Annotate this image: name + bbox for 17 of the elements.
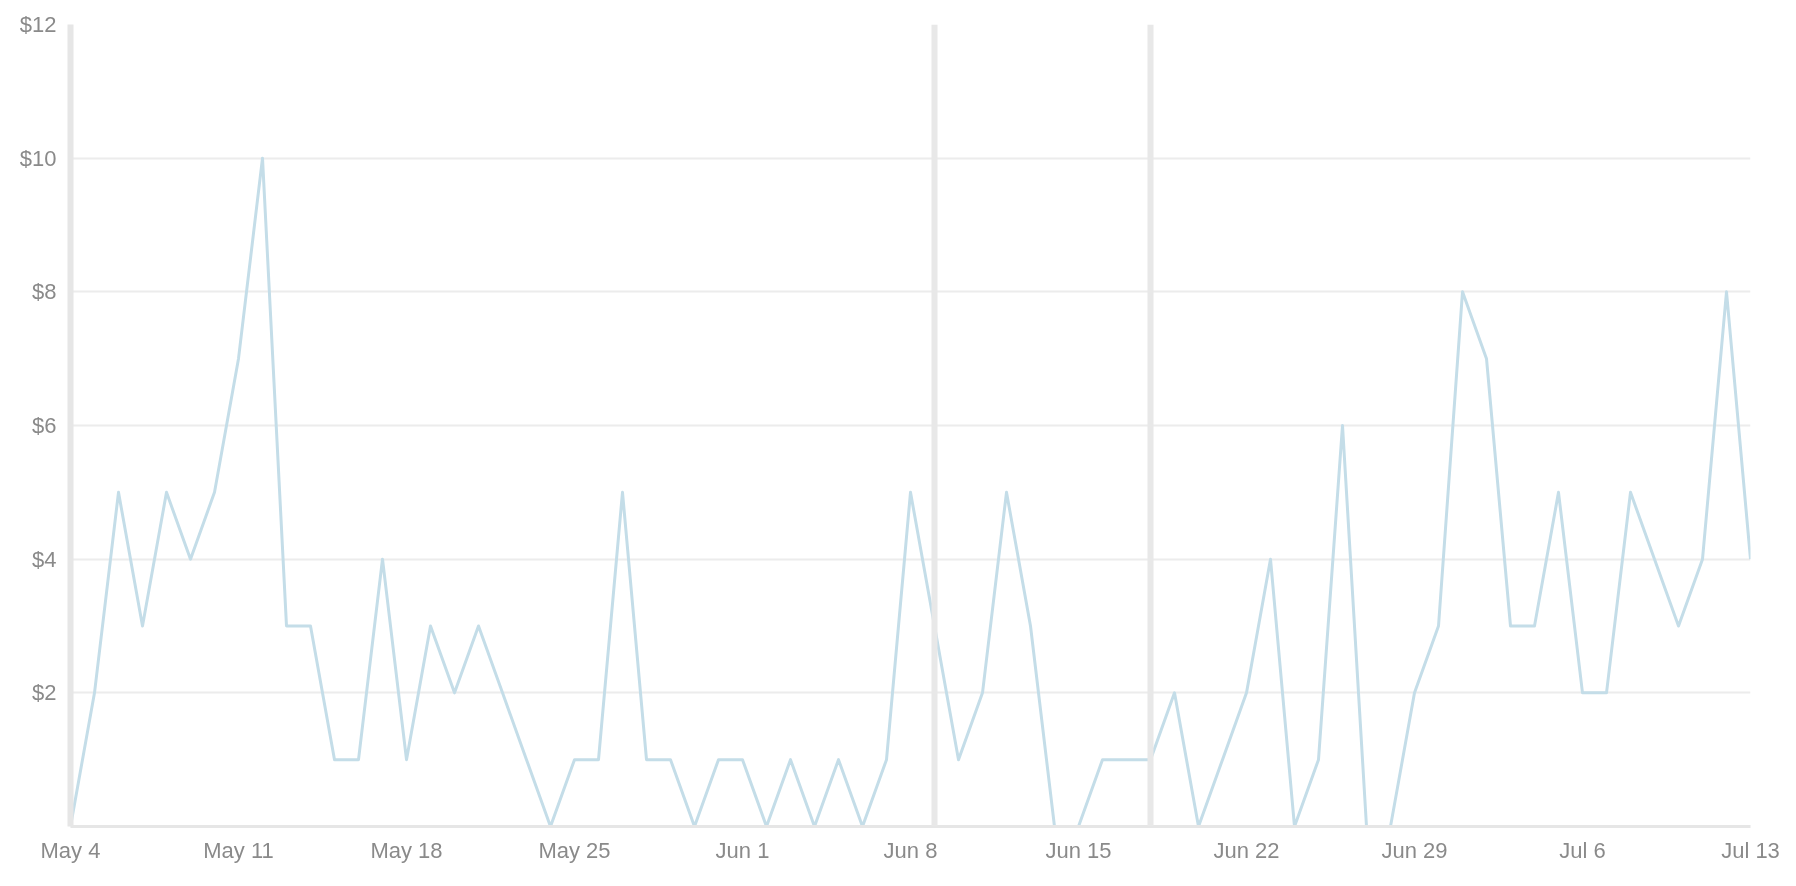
x-tick-label: Jun 15 [1045, 837, 1112, 863]
x-tick-label: Jul 13 [1721, 837, 1780, 863]
x-tick-label: May 11 [203, 837, 274, 863]
x-tick-label: Jun 22 [1213, 837, 1280, 863]
y-tick-label: $2 [32, 680, 57, 706]
x-tick-label: Jun 8 [883, 837, 938, 863]
x-tick-label: Jun 29 [1381, 837, 1448, 863]
x-tick-label: Jun 1 [715, 837, 770, 863]
y-tick-label: $8 [32, 279, 57, 305]
y-tick-label: $4 [32, 546, 57, 572]
y-tick-label: $10 [19, 145, 57, 171]
y-tick-label: $12 [19, 12, 57, 37]
x-tick-label: May 4 [40, 837, 101, 863]
y-tick-label: $6 [32, 413, 57, 438]
x-tick-label: May 25 [538, 837, 611, 863]
x-tick-label: May 18 [370, 837, 443, 863]
x-tick-label: Jul 6 [1559, 837, 1606, 863]
